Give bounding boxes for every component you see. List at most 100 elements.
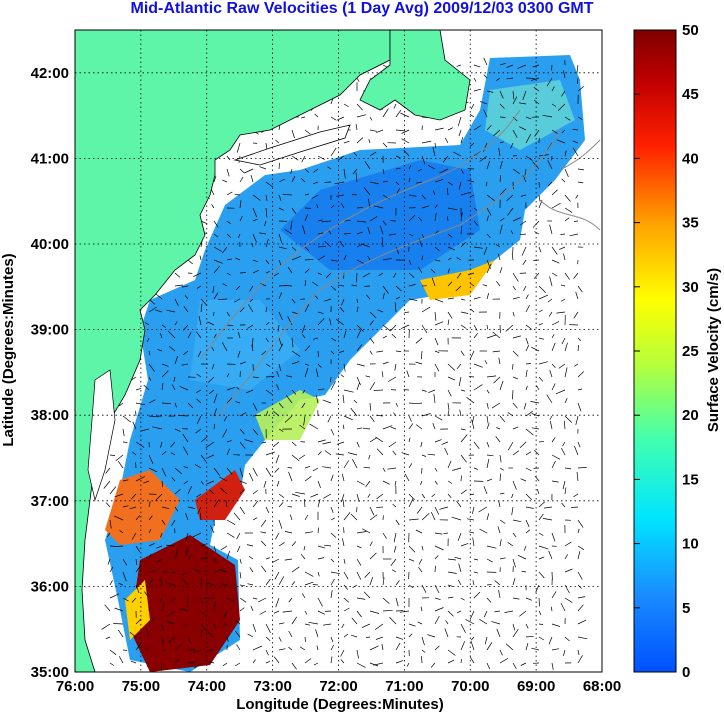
velocity-arrow (226, 397, 233, 404)
velocity-arrow (523, 402, 527, 410)
velocity-arrow (115, 454, 124, 462)
velocity-arrow (400, 112, 410, 118)
velocity-arrow (369, 645, 379, 651)
velocity-arrow (447, 659, 455, 664)
velocity-arrow (278, 576, 285, 586)
velocity-arrow (401, 452, 410, 456)
velocity-arrow (447, 410, 449, 417)
velocity-arrow (473, 441, 480, 450)
velocity-arrow (564, 217, 570, 222)
velocity-arrow (434, 565, 436, 573)
velocity-arrow (252, 428, 259, 436)
velocity-arrow (200, 298, 207, 306)
velocity-arrow (222, 179, 228, 183)
velocity-arrow (179, 386, 189, 391)
velocity-arrow (469, 610, 475, 620)
velocity-arrow (252, 233, 257, 243)
velocity-arrow (512, 155, 518, 157)
velocity-arrow (184, 295, 189, 300)
velocity-arrow (460, 623, 466, 634)
velocity-arrow (427, 634, 436, 638)
velocity-arrow (234, 662, 241, 667)
velocity-arrow (356, 231, 363, 235)
velocity-arrow (525, 155, 533, 161)
velocity-arrow (546, 77, 553, 87)
velocity-arrow (239, 597, 247, 603)
velocity-arrow (278, 162, 280, 170)
velocity-arrow (287, 467, 293, 469)
velocity-arrow (196, 285, 202, 289)
velocity-arrow (499, 141, 504, 144)
velocity-arrow (499, 116, 506, 118)
velocity-arrow (512, 578, 516, 586)
velocity-arrow (132, 451, 137, 456)
velocity-arrow (207, 454, 215, 459)
velocity-arrow (395, 155, 401, 159)
velocity-arrow (301, 116, 306, 119)
velocity-arrow (551, 532, 556, 542)
velocity-arrow (382, 293, 385, 300)
velocity-arrow (192, 272, 202, 278)
velocity-arrow (387, 467, 397, 470)
velocity-arrow (252, 500, 259, 508)
velocity-arrow (222, 246, 228, 254)
velocity-arrow (533, 99, 540, 105)
velocity-arrow (485, 181, 488, 187)
velocity-arrow (317, 545, 326, 549)
velocity-arrow (168, 636, 176, 643)
velocity-arrow (408, 402, 418, 405)
velocity-arrow (443, 532, 449, 535)
velocity-arrow (196, 493, 202, 498)
velocity-arrow (285, 394, 293, 404)
velocity-arrow (499, 175, 502, 183)
velocity-arrow (408, 498, 414, 508)
lon-tick-label: 74:00 (188, 678, 226, 695)
colorbar-tick-label: 20 (682, 407, 699, 424)
velocity-arrow (395, 285, 402, 292)
velocity-arrow (512, 296, 520, 300)
velocity-arrow (303, 415, 306, 426)
velocity-arrow (291, 662, 297, 670)
velocity-arrow (313, 337, 319, 340)
velocity-arrow (193, 568, 202, 573)
velocity-arrow (569, 233, 579, 237)
velocity-arrow (278, 259, 282, 266)
velocity-arrow (251, 242, 254, 248)
velocity-arrow (288, 646, 293, 651)
velocity-arrow (148, 542, 155, 547)
velocity-arrow (406, 370, 410, 378)
velocity-arrow (408, 177, 411, 183)
velocity-arrow (498, 147, 501, 157)
velocity-arrow (551, 202, 561, 209)
velocity-arrow (135, 584, 140, 594)
velocity-arrow (220, 545, 228, 551)
velocity-arrow (499, 454, 502, 463)
velocity-arrow (525, 529, 531, 534)
velocity-arrow (418, 558, 423, 565)
velocity-arrow (460, 168, 464, 174)
velocity-arrow (118, 583, 124, 586)
velocity-arrow (161, 402, 171, 404)
velocity-arrow (574, 445, 579, 456)
velocity-arrow (428, 389, 436, 394)
velocity-arrow (291, 566, 300, 573)
velocity-arrow (226, 519, 236, 526)
velocity-arrow (278, 343, 284, 352)
velocity-arrow (226, 386, 236, 391)
velocity-arrow (431, 493, 436, 498)
velocity-arrow (549, 415, 553, 420)
velocity-arrow (577, 571, 583, 580)
velocity-arrow (417, 621, 423, 625)
velocity-arrow (265, 207, 268, 218)
velocity-arrow (563, 70, 566, 79)
velocity-arrow (252, 467, 258, 477)
velocity-arrow (130, 660, 137, 664)
velocity-arrow (395, 402, 399, 407)
velocity-arrow (213, 175, 217, 183)
velocity-arrow (200, 597, 203, 605)
velocity-arrow (365, 375, 371, 378)
velocity-arrow (472, 415, 475, 423)
velocity-arrow (213, 311, 215, 317)
velocity-arrow (174, 467, 182, 475)
colorbar-label: Surface Velocity (cm/s) (705, 268, 722, 432)
